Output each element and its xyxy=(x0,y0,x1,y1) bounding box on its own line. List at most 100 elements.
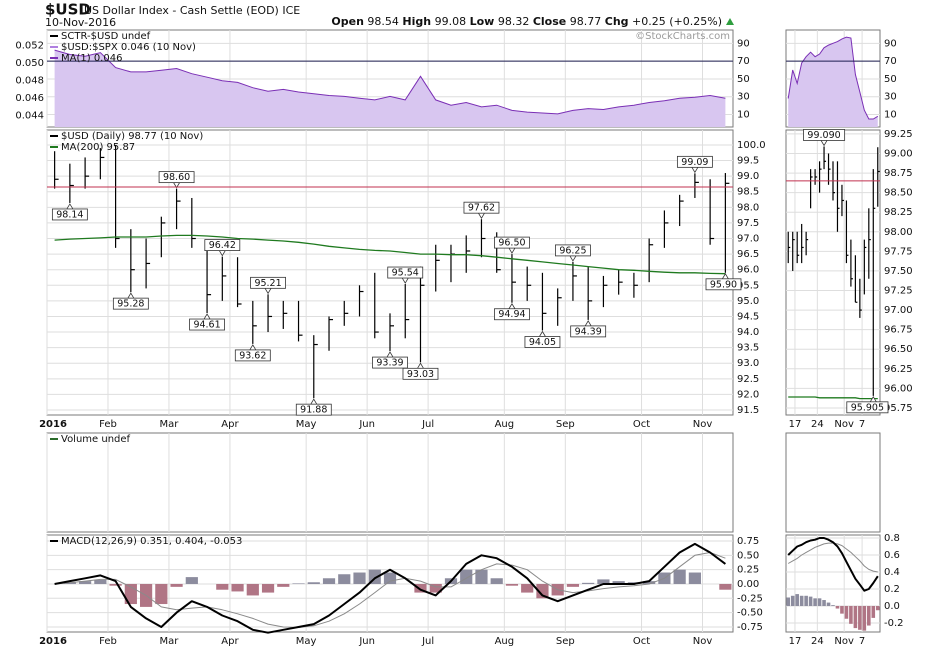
annotation-box xyxy=(189,318,225,331)
y-tick-label: 99.25 xyxy=(884,129,913,140)
annotation-pointer xyxy=(691,167,699,174)
y-tick-label: 10 xyxy=(737,110,750,121)
histogram-bar xyxy=(612,581,625,584)
y-tick-label: 97.0 xyxy=(737,234,759,245)
histogram-bar xyxy=(867,605,871,626)
annotation-label: 94.61 xyxy=(193,320,220,331)
y-tick-label: 0.6 xyxy=(884,550,900,561)
histogram-bar xyxy=(673,569,686,584)
histogram-bar xyxy=(155,583,168,605)
y-tick-label: 97.00 xyxy=(884,305,913,316)
annotation-pointer xyxy=(820,140,828,147)
annotation-pointer xyxy=(264,288,272,295)
chart-date: 10-Nov-2016 xyxy=(45,16,116,29)
histogram-bar xyxy=(490,578,503,584)
y-tick-label: 50 xyxy=(884,74,897,85)
histogram-bar xyxy=(353,572,366,584)
watermark: ©StockCharts.com xyxy=(635,31,730,42)
x-tick-label: Jul xyxy=(421,636,434,647)
quote-value: 98.77 xyxy=(570,15,602,28)
annotation-label: 96.25 xyxy=(559,245,586,256)
annotation-pointer xyxy=(127,292,135,299)
quote-value: 98.54 xyxy=(367,15,399,28)
annotation-pointer xyxy=(508,247,516,254)
plot-area xyxy=(46,432,734,533)
annotation-label: 98.14 xyxy=(56,209,83,220)
histogram-bar xyxy=(813,598,817,606)
area-fill xyxy=(788,37,878,127)
y-tick-label: 94.0 xyxy=(737,327,759,338)
annotation-box xyxy=(112,297,149,310)
x-tick-label: Jun xyxy=(358,419,375,430)
x-tick-label: 17 xyxy=(789,419,802,430)
x-tick-label: 17 xyxy=(789,636,802,647)
y-tick-label: 0.046 xyxy=(15,93,44,104)
y-tick-label: 30 xyxy=(737,92,750,103)
y-tick-label: 95.0 xyxy=(737,296,759,307)
histogram-bar xyxy=(799,595,804,606)
x-tick-label: Sep xyxy=(556,419,575,430)
x-tick-label: May xyxy=(296,636,317,647)
y-tick-label: 99.00 xyxy=(884,148,913,159)
histogram-bar xyxy=(853,605,858,629)
annotation-box xyxy=(570,325,607,338)
annotation-box xyxy=(494,236,530,249)
area-fill xyxy=(54,50,726,127)
histogram-bar xyxy=(185,577,198,584)
histogram-bar xyxy=(840,605,844,614)
annotation-label: 93.39 xyxy=(376,358,403,369)
y-tick-label: 97.5 xyxy=(737,218,759,229)
y-tick-label: 0.044 xyxy=(15,111,44,122)
x-tick-label: Aug xyxy=(495,419,515,430)
histogram-bar xyxy=(790,595,795,606)
y-tick-label: 0.050 xyxy=(15,58,44,69)
y-tick-label: 70 xyxy=(884,56,897,67)
quote-label: Chg xyxy=(605,15,629,28)
y-tick-label: 97.50 xyxy=(884,266,913,277)
histogram-bar xyxy=(858,605,862,630)
y-tick-label: 0.2 xyxy=(884,584,900,595)
histogram-bar xyxy=(261,583,275,593)
annotation-box xyxy=(387,266,424,279)
annotation-pointer xyxy=(249,344,257,351)
quote-label: Low xyxy=(470,15,495,28)
x-tick-label: 2016 xyxy=(39,636,67,647)
y-tick-label: 99.5 xyxy=(737,156,759,167)
quote-value: 98.32 xyxy=(498,15,530,28)
histogram-bar xyxy=(844,605,849,619)
y-tick-label: 93.5 xyxy=(737,343,759,354)
histogram-bar xyxy=(505,583,519,586)
annotation-pointer xyxy=(584,320,592,327)
histogram-bar xyxy=(429,583,442,593)
annotation-box xyxy=(494,308,530,321)
annotation-pointer xyxy=(869,396,877,403)
area-line xyxy=(54,49,726,115)
moving-average-line xyxy=(54,234,726,275)
y-tick-label: 0.50 xyxy=(737,550,759,561)
y-tick-label: 93.0 xyxy=(737,358,759,369)
y-tick-label: -0.75 xyxy=(737,622,763,633)
annotation-label: 91.88 xyxy=(300,405,327,416)
x-tick-label: 24 xyxy=(811,419,824,430)
macd-line xyxy=(54,542,726,634)
annotation-label: 94.39 xyxy=(575,326,602,337)
annotation-pointer xyxy=(218,250,226,257)
legend-label: $USD:$SPX 0.046 (10 Nov) xyxy=(61,42,196,53)
y-tick-label: 100.0 xyxy=(737,140,766,151)
annotation-label: 93.62 xyxy=(239,350,266,361)
y-tick-label: 98.50 xyxy=(884,188,913,199)
histogram-bar xyxy=(875,605,880,611)
histogram-bar xyxy=(277,583,290,587)
annotation-box xyxy=(463,201,500,214)
y-tick-label: 10 xyxy=(884,110,897,121)
annotation-pointer xyxy=(203,313,211,320)
annotation-box xyxy=(555,244,591,257)
macd-line xyxy=(787,537,879,592)
x-tick-label: Jul xyxy=(421,419,434,430)
annotation-box xyxy=(524,336,561,348)
x-tick-label: Feb xyxy=(99,636,117,647)
x-tick-label: May xyxy=(296,419,317,430)
y-tick-label: 0.75 xyxy=(737,536,759,547)
